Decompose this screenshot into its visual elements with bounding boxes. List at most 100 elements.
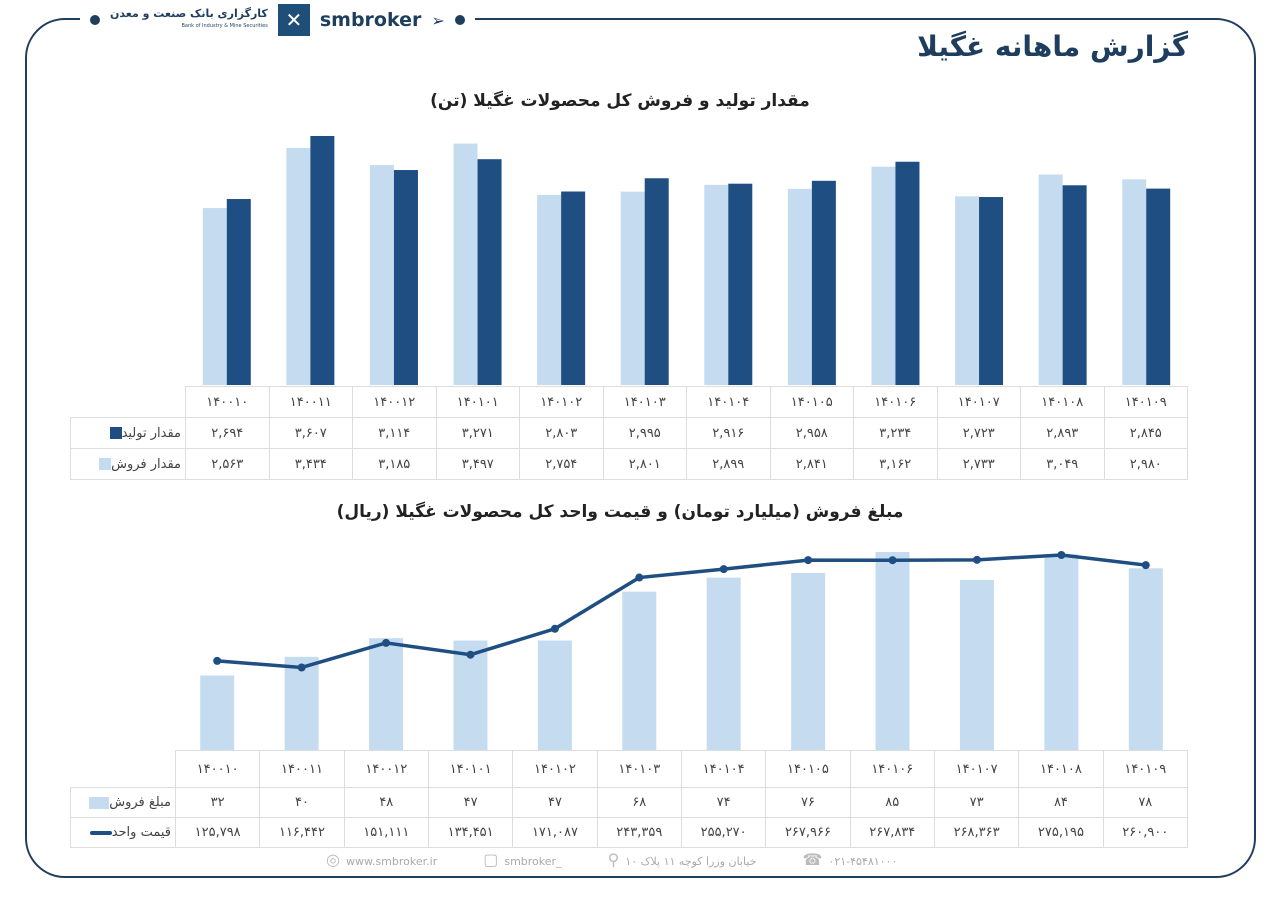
bar-production: [728, 183, 753, 385]
chart2-title: مبلغ فروش (میلیارد تومان) و قیمت واحد کل…: [336, 502, 904, 522]
footer: ◎ www.smbroker.ir ▢ smbroker_ ⚲ خیابان وزرا…: [320, 850, 897, 869]
category-label: ۱۴۰۰۱۱: [259, 750, 345, 788]
category-label: ۱۴۰۱۰۸: [1018, 750, 1104, 788]
data-value: ۳,۴۳۴: [268, 448, 353, 480]
data-value: ۱۳۴,۴۵۱: [427, 817, 514, 848]
bar-sales-amount: [959, 579, 994, 750]
point-unit-price: [1057, 551, 1066, 559]
data-value: ۳,۶۰۷: [268, 417, 353, 449]
bar-production: [1062, 185, 1087, 385]
data-value: ۲,۸۰۳: [519, 417, 604, 449]
data-value: ۳,۲۳۴: [853, 417, 938, 449]
data-value: ۴۷: [427, 787, 514, 818]
chart1-data-table: ۱۴۰۰۱۰ ۱۴۰۰۱۱ ۱۴۰۰۱۲ ۱۴۰۱۰۱ ۱۴۰۱۰۲ ۱۴۰۱۰۳ ۱۴۰۱…: [70, 386, 1188, 480]
data-value: ۸۴: [1018, 787, 1104, 818]
data-value: ۲,۸۴۱: [769, 448, 854, 480]
category-label: ۱۴۰۱۰۸: [1020, 386, 1105, 418]
point-unit-price: [804, 556, 813, 565]
category-label: ۱۴۰۰۱۲: [343, 750, 429, 788]
bar-production: [895, 161, 920, 385]
point-unit-price: [972, 555, 981, 564]
bar-sales: [453, 143, 478, 385]
footer-address: ⚲ خیابان وزرا کوچه ۱۱ پلاک ۱۰: [607, 850, 757, 869]
category-label: ۱۴۰۱۰۴: [686, 386, 771, 418]
line-unit-price: [217, 553, 1147, 670]
data-value: ۴۸: [343, 787, 429, 818]
header-logos: کارگزاری بانک صنعت و معدن Bank of Industr…: [80, 4, 475, 36]
brand-name: smbroker: [319, 9, 422, 31]
data-value: ۳,۱۶۲: [853, 448, 938, 480]
data-value: ۷۳: [933, 787, 1020, 818]
data-value: ۲,۹۹۵: [602, 417, 687, 449]
data-value: ۷۴: [680, 787, 767, 818]
bar-sales-amount: [1044, 554, 1079, 750]
data-value: ۲,۷۲۳: [936, 417, 1021, 449]
legend-swatch-icon: [89, 796, 110, 809]
chart2-data-table: ۱۴۰۰۱۰ ۱۴۰۰۱۱ ۱۴۰۰۱۲ ۱۴۰۱۰۱ ۱۴۰۱۰۲ ۱۴۰۱۰۳ ۱۴۰۱…: [70, 750, 1189, 848]
data-value: ۲۶۷,۸۳۴: [849, 817, 935, 848]
point-unit-price: [635, 573, 644, 582]
category-label: ۱۴۰۱۰۶: [849, 750, 935, 788]
data-value: ۲,۷۳۳: [936, 448, 1021, 480]
footer-website: ◎ www.smbroker.ir: [326, 850, 438, 869]
data-value: ۳,۴۹۷: [435, 448, 520, 480]
bar-sales-amount: [537, 640, 572, 750]
dot-icon: [90, 15, 100, 25]
category-label: ۱۴۰۱۰۲: [512, 750, 598, 788]
bar-sales: [787, 188, 812, 385]
data-value: ۳,۱۱۴: [352, 417, 437, 449]
telephone-icon: ☎: [802, 850, 823, 869]
data-value: ۲,۸۹۹: [686, 448, 771, 480]
data-value: ۲۴۳,۳۵۹: [596, 817, 682, 848]
data-value: ۲,۹۱۶: [686, 417, 771, 449]
category-label: ۱۴۰۱۰۱: [435, 386, 520, 418]
category-label: ۱۴۰۱۰۴: [680, 750, 767, 788]
bar-production: [477, 159, 502, 385]
data-value: ۲,۵۶۳: [185, 448, 270, 480]
bank-logo-icon: ✕: [277, 4, 310, 36]
category-label: ۱۴۰۱۰۶: [853, 386, 938, 418]
bar-sales-amount: [875, 552, 910, 750]
bar-sales: [202, 208, 227, 385]
bar-sales: [537, 194, 562, 385]
data-value: ۱۲۵,۷۹۸: [174, 817, 261, 848]
report-frame: [25, 18, 1256, 878]
bar-sales: [704, 184, 729, 385]
dot-icon: [454, 15, 465, 25]
bar-sales: [369, 165, 394, 385]
data-value: ۲۶۷,۹۶۶: [765, 817, 851, 848]
legend-label: مقدار تولید: [70, 417, 186, 449]
bar-sales: [1122, 179, 1147, 385]
category-label: ۱۴۰۱۰۳: [602, 386, 687, 418]
data-value: ۲,۹۵۸: [769, 417, 854, 449]
bar-sales-amount: [791, 572, 826, 750]
bar-sales-amount: [706, 577, 741, 750]
series-name: مبلغ فروش: [109, 795, 171, 810]
paper-plane-icon: ➢: [431, 10, 445, 30]
legend-label: مقدار فروش: [70, 448, 186, 480]
point-unit-price: [213, 656, 222, 665]
bar-production: [226, 199, 251, 385]
data-value: ۴۷: [512, 787, 598, 818]
bar-sales: [286, 147, 311, 385]
category-label: ۱۴۰۱۰۷: [936, 386, 1021, 418]
point-unit-price: [888, 556, 897, 565]
bar-production: [811, 180, 836, 385]
category-label: ۱۴۰۱۰۲: [519, 386, 604, 418]
category-label: ۱۴۰۰۱۰: [185, 386, 270, 418]
data-value: ۱۱۶,۴۴۲: [259, 817, 345, 848]
table-corner: [70, 750, 176, 788]
point-unit-price: [382, 638, 391, 647]
data-value: ۳۲: [174, 787, 261, 818]
series-name: مقدار تولید: [121, 425, 181, 441]
page-title: گزارش ماهانه غگیلا: [917, 30, 1188, 63]
series-name: قیمت واحد: [111, 825, 171, 840]
data-value: ۳,۲۷۱: [435, 417, 520, 449]
bar-production: [1146, 188, 1171, 385]
globe-icon: ◎: [326, 850, 340, 869]
data-value: ۶۸: [596, 787, 682, 818]
point-unit-price: [297, 663, 306, 672]
data-value: ۱۷۱,۰۸۷: [512, 817, 598, 848]
bar-sales-amount: [284, 656, 319, 750]
data-value: ۲,۸۹۳: [1020, 417, 1105, 449]
